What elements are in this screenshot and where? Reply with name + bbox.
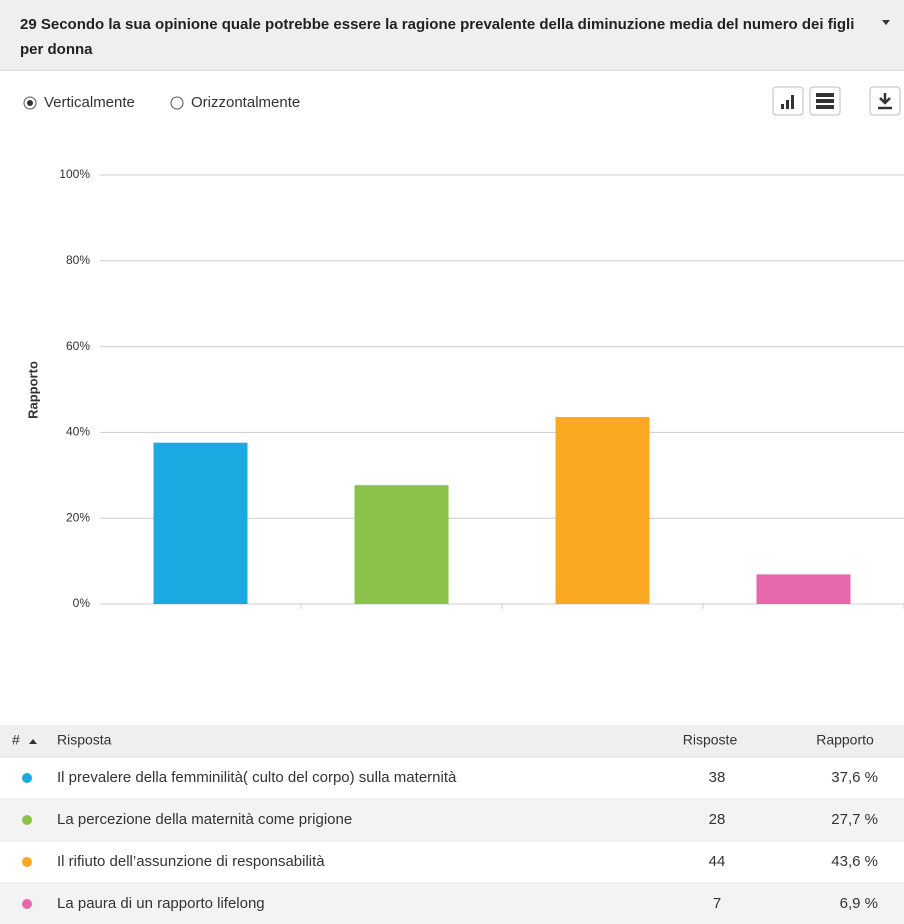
option-vertical: Verticalmente: [44, 94, 135, 111]
answer-text: La paura di un rapporto lifelong: [57, 895, 265, 912]
collapse-arrow[interactable]: [882, 20, 890, 25]
table-header: [0, 725, 904, 757]
y-tick-label: 0%: [73, 596, 91, 610]
answer-count: 38: [709, 769, 726, 786]
question-title: 29 Secondo la sua opinione quale potrebb…: [20, 16, 855, 58]
legend-dot: [22, 815, 32, 825]
y-tick-label: 60%: [66, 339, 90, 353]
answer-text: La percezione della maternità come prigi…: [57, 811, 352, 828]
download-icon[interactable]: [869, 86, 901, 116]
legend-dot: [22, 857, 32, 867]
y-tick-label: 100%: [59, 167, 90, 181]
answer-text: Il rifiuto dell’assunzione di responsabi…: [57, 853, 325, 870]
answer-count: 44: [709, 853, 726, 870]
question-header: 29 Secondo la sua opinione quale potrebb…: [0, 0, 904, 71]
radio-dot: [27, 100, 33, 106]
answer-count: 28: [709, 811, 726, 828]
bar: [354, 485, 449, 604]
row-background: [0, 883, 904, 924]
bar-icon[interactable]: [772, 86, 804, 116]
column-header: #: [12, 732, 20, 748]
answer-ratio: 43,6 %: [831, 853, 878, 870]
bar: [555, 416, 650, 604]
answer-text: Il prevalere della femminilità( culto de…: [57, 769, 457, 786]
answer-ratio: 27,7 %: [831, 811, 878, 828]
radio-horizontal[interactable]: [170, 96, 184, 110]
column-header: Risposta: [57, 732, 112, 748]
column-header: Rapporto: [816, 732, 874, 748]
y-tick-label: 20%: [66, 510, 90, 524]
column-header: Risposte: [683, 732, 738, 748]
y-tick-label: 40%: [66, 425, 90, 439]
option-horizontal: Orizzontalmente: [191, 94, 300, 111]
answer-ratio: 6,9 %: [840, 895, 878, 912]
answer-ratio: 37,6 %: [831, 769, 878, 786]
answer-count: 7: [713, 895, 721, 912]
sort-arrow[interactable]: [29, 739, 37, 744]
row-background: [0, 799, 904, 841]
y-axis-label: Rapporto: [25, 361, 40, 419]
list-icon[interactable]: [809, 86, 841, 116]
bar: [756, 574, 851, 604]
legend-dot: [22, 773, 32, 783]
bar: [153, 442, 248, 604]
legend-dot: [22, 899, 32, 909]
y-tick-label: 80%: [66, 253, 90, 267]
